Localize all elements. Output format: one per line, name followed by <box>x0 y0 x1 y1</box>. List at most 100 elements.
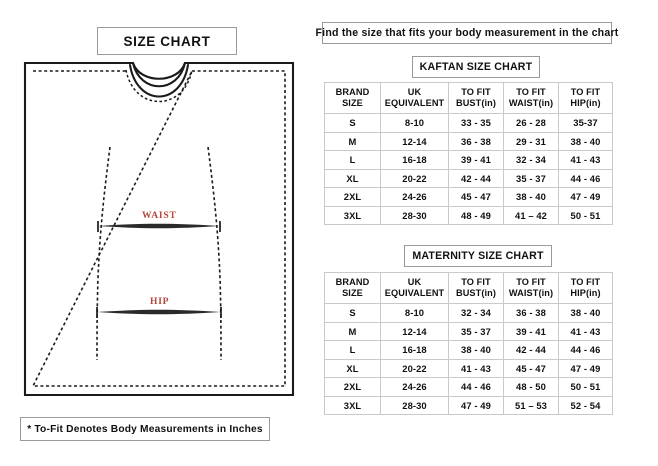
cell-uk-equivalent: 28-30 <box>380 205 449 225</box>
cell-waist: 36 - 38 <box>503 303 559 323</box>
header-line-2: HIP(in) <box>570 98 601 108</box>
kaftan-table-title: KAFTAN SIZE CHART <box>412 56 540 78</box>
header-line-2: SIZE <box>342 288 363 298</box>
cell-hip: 50 - 51 <box>558 205 613 225</box>
hip-measure-label: HIP <box>150 297 170 307</box>
neckline-stitch-dashes <box>125 69 193 103</box>
body-side-seam-left <box>96 146 111 361</box>
header-line-1: UK <box>407 87 422 97</box>
table-header-row: BRAND SIZE UK EQUIVALENT TO FIT BUST(in)… <box>324 82 613 114</box>
cell-brand-size: XL <box>324 168 381 188</box>
header-line-2: WAIST(in) <box>508 288 554 298</box>
cell-waist: 32 - 34 <box>503 150 559 170</box>
cell-uk-equivalent: 8-10 <box>380 113 449 133</box>
cell-brand-size: L <box>324 340 381 360</box>
page-title: SIZE CHART <box>97 27 237 55</box>
header-line-2: BUST(in) <box>455 288 497 298</box>
table-row: 2XL 24-26 44 - 46 48 - 50 50 - 51 <box>324 377 613 397</box>
column-header-bust: TO FIT BUST(in) <box>448 272 504 304</box>
cell-brand-size: M <box>324 131 381 151</box>
cell-waist: 41 – 42 <box>503 205 559 225</box>
header-line-1: TO FIT <box>516 87 546 97</box>
table-row: XL 20-22 42 - 44 35 - 37 44 - 46 <box>324 168 613 188</box>
maternity-size-table: BRAND SIZE UK EQUIVALENT TO FIT BUST(in)… <box>324 272 613 415</box>
column-header-uk-equivalent: UK EQUIVALENT <box>380 272 449 304</box>
cell-waist: 38 - 40 <box>503 187 559 207</box>
cell-uk-equivalent: 24-26 <box>380 377 449 397</box>
cell-brand-size: S <box>324 303 381 323</box>
cell-hip: 47 - 49 <box>558 358 613 378</box>
hip-measure-line <box>96 307 222 318</box>
cell-hip: 38 - 40 <box>558 303 613 323</box>
cell-uk-equivalent: 16-18 <box>380 340 449 360</box>
cell-brand-size: M <box>324 321 381 341</box>
cell-hip: 41 - 43 <box>558 150 613 170</box>
cell-uk-equivalent: 20-22 <box>380 358 449 378</box>
cell-waist: 26 - 28 <box>503 113 559 133</box>
table-row: 3XL 28-30 48 - 49 41 – 42 50 - 51 <box>324 205 613 225</box>
cell-hip: 52 - 54 <box>558 395 613 415</box>
header-line-2: EQUIVALENT <box>384 98 445 108</box>
cell-bust: 36 - 38 <box>448 131 504 151</box>
header-line-2: WAIST(in) <box>508 98 554 108</box>
cell-bust: 32 - 34 <box>448 303 504 323</box>
cell-waist: 45 - 47 <box>503 358 559 378</box>
cell-hip: 50 - 51 <box>558 377 613 397</box>
cell-bust: 48 - 49 <box>448 205 504 225</box>
cell-bust: 39 - 41 <box>448 150 504 170</box>
cell-hip: 44 - 46 <box>558 168 613 188</box>
cell-waist: 39 - 41 <box>503 321 559 341</box>
table-row: L 16-18 39 - 41 32 - 34 41 - 43 <box>324 150 613 170</box>
table-row: XL 20-22 41 - 43 45 - 47 47 - 49 <box>324 358 613 378</box>
cell-uk-equivalent: 20-22 <box>380 168 449 188</box>
cell-uk-equivalent: 12-14 <box>380 131 449 151</box>
cell-waist: 35 - 37 <box>503 168 559 188</box>
cell-hip: 35-37 <box>558 113 613 133</box>
kaftan-size-table: BRAND SIZE UK EQUIVALENT TO FIT BUST(in)… <box>324 82 613 225</box>
cell-hip: 38 - 40 <box>558 131 613 151</box>
cell-uk-equivalent: 8-10 <box>380 303 449 323</box>
table-row: M 12-14 35 - 37 39 - 41 41 - 43 <box>324 321 613 341</box>
intro-banner: Find the size that fits your body measur… <box>316 22 618 44</box>
column-header-brand-size: BRAND SIZE <box>324 82 381 114</box>
cell-waist: 51 – 53 <box>503 395 559 415</box>
waist-measure-label: WAIST <box>142 211 177 221</box>
cell-bust: 38 - 40 <box>448 340 504 360</box>
cell-bust: 35 - 37 <box>448 321 504 341</box>
cell-uk-equivalent: 12-14 <box>380 321 449 341</box>
footnote: * To-Fit Denotes Body Measurements in In… <box>20 417 270 441</box>
cell-waist: 42 - 44 <box>503 340 559 360</box>
neckline-inner-curve <box>128 63 190 98</box>
table-row: S 8-10 33 - 35 26 - 28 35-37 <box>324 113 613 133</box>
table-row: 3XL 28-30 47 - 49 51 – 53 52 - 54 <box>324 395 613 415</box>
cell-hip: 47 - 49 <box>558 187 613 207</box>
header-line-2: EQUIVALENT <box>384 288 445 298</box>
cell-uk-equivalent: 16-18 <box>380 150 449 170</box>
cell-brand-size: 2XL <box>324 377 381 397</box>
header-line-2: SIZE <box>342 98 363 108</box>
cell-waist: 29 - 31 <box>503 131 559 151</box>
cell-hip: 41 - 43 <box>558 321 613 341</box>
cell-brand-size: 2XL <box>324 187 381 207</box>
cell-hip: 44 - 46 <box>558 340 613 360</box>
header-line-1: UK <box>407 277 422 287</box>
neckline-outer-curve <box>131 61 187 88</box>
cell-bust: 44 - 46 <box>448 377 504 397</box>
cell-waist: 48 - 50 <box>503 377 559 397</box>
header-line-1: TO FIT <box>461 87 491 97</box>
cell-bust: 41 - 43 <box>448 358 504 378</box>
header-line-1: TO FIT <box>461 277 491 287</box>
header-line-1: TO FIT <box>570 87 601 97</box>
table-row: 2XL 24-26 45 - 47 38 - 40 47 - 49 <box>324 187 613 207</box>
header-line-1: BRAND <box>335 87 370 97</box>
maternity-table-title: MATERNITY SIZE CHART <box>404 245 552 267</box>
header-line-1: BRAND <box>335 277 370 287</box>
header-line-2: HIP(in) <box>570 288 601 298</box>
header-line-1: TO FIT <box>570 277 601 287</box>
garment-inner-dashed-border <box>31 70 286 387</box>
cell-uk-equivalent: 28-30 <box>380 395 449 415</box>
table-row: S 8-10 32 - 34 36 - 38 38 - 40 <box>324 303 613 323</box>
table-header-row: BRAND SIZE UK EQUIVALENT TO FIT BUST(in)… <box>324 272 613 304</box>
column-header-hip: TO FIT HIP(in) <box>558 82 613 114</box>
column-header-uk-equivalent: UK EQUIVALENT <box>380 82 449 114</box>
